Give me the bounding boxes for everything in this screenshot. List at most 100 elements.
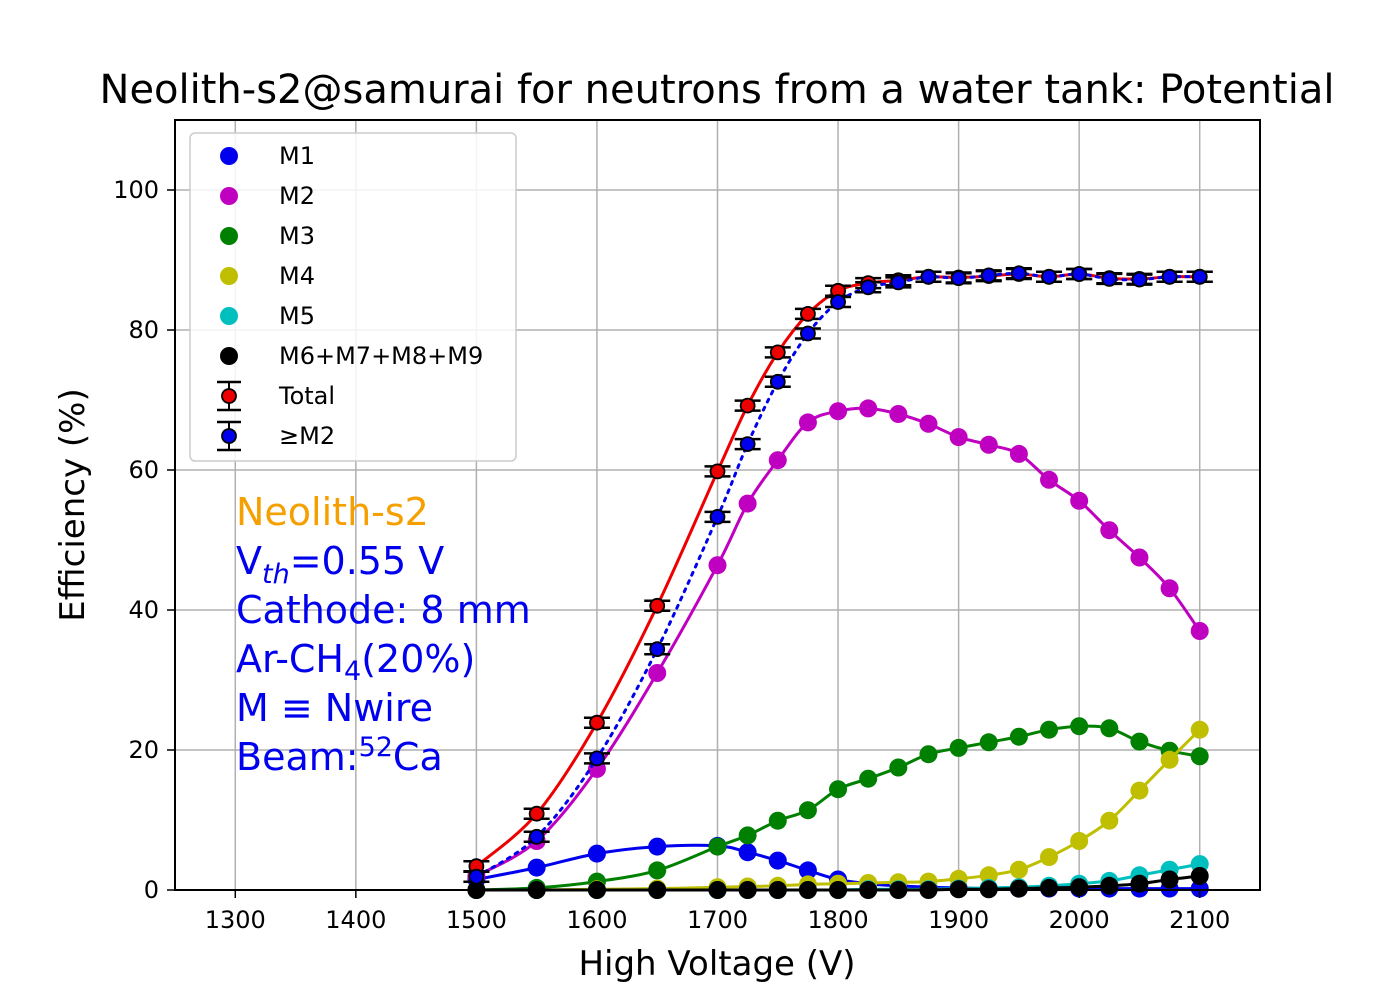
data-point [1100,811,1119,830]
data-point [798,801,817,820]
data-point [1190,720,1209,739]
legend-entry-total: Total [217,380,335,412]
data-point [860,279,877,296]
legend-label: M5 [279,302,315,330]
data-point [1130,732,1149,751]
data-point [1041,268,1057,285]
data-point [1101,270,1118,287]
data-point [829,402,848,421]
data-point [1160,579,1179,598]
series-m3 [467,717,1209,899]
data-point [859,769,878,788]
annotation-gas: Ar-CH4(20%) [236,637,475,687]
legend-marker [221,388,237,404]
x-tick-label: 1700 [687,906,748,934]
data-point [528,828,545,845]
data-point [1070,832,1089,850]
annotation-beam-mass-number: 52 [359,732,393,763]
data-point [949,738,968,757]
legend-marker [220,227,238,245]
data-point [889,405,908,423]
annotation-beam-label: Beam: [236,735,359,779]
data-point [709,509,726,525]
legend-marker [220,267,238,285]
data-point [768,811,787,830]
data-point [980,267,997,284]
data-point [1071,266,1088,282]
data-point [919,745,938,764]
data-point [468,868,485,885]
data-point [830,294,846,310]
y-axis-label: Efficiency (%) [53,388,93,621]
data-point [1040,848,1059,867]
data-point [527,858,546,877]
data-point [587,844,606,863]
legend-entry-m2: M2 [220,182,315,210]
legend-marker [220,347,238,365]
data-point [709,463,726,480]
series-m2 [463,265,1213,885]
data-point [739,397,756,414]
data-point [919,414,938,433]
annotation-threshold-subscript: th [262,559,290,590]
annotation-gas-subscript: 4 [344,656,361,687]
data-point [738,494,757,513]
data-point [589,750,605,767]
axis-ticks: 1300 1400 1500 1600 1700 1800 1900 2000 2100 0 20 4… [113,176,1230,934]
data-point [1100,876,1119,895]
data-point [798,413,817,432]
legend-marker [220,147,238,165]
data-point [950,270,967,287]
data-point [649,641,666,658]
chart-title: Neolith-s2@samurai for neutrons from a w… [100,67,1335,113]
data-point [1009,860,1028,879]
data-point [1160,750,1179,769]
annotation-gas-fraction: (20%) [361,637,475,681]
data-point [1009,444,1028,463]
data-point [1040,878,1059,897]
data-point [890,274,907,291]
data-point [1100,719,1119,738]
legend-entry-m4: M4 [220,262,315,290]
data-point [769,344,786,361]
data-point [648,664,667,682]
x-tick-label: 2000 [1049,906,1110,934]
data-point [1009,727,1028,746]
data-point [979,435,998,454]
legend-label: M6+M7+M8+M9 [279,342,483,370]
y-tick-label: 40 [128,596,159,624]
data-point [1130,781,1149,800]
y-tick-label: 80 [128,316,159,344]
data-point [649,597,666,614]
legend-entry-m6-m7-m8-m9: M6+M7+M8+M9 [220,342,483,370]
data-point [589,714,605,731]
data-point [800,325,816,342]
legend-marker [220,187,238,205]
data-point [1070,491,1089,510]
legend-entry-m3: M3 [220,222,315,250]
data-point [1010,265,1027,282]
data-point [708,556,727,575]
annotation-multiplicity-definition: M ≡ Nwire [236,686,433,730]
annotation-detector-name: Neolith-s2 [236,490,429,534]
data-point [1161,268,1178,285]
y-tick-label: 100 [113,176,159,204]
y-tick-label: 0 [144,876,159,904]
data-point [1190,867,1209,885]
data-point [1040,720,1059,739]
data-point [920,268,937,285]
data-point [739,436,756,453]
detector-annotation: Neolith-s2 Vth=0.55 V Cathode: 8 mm Ar-C… [236,490,531,779]
y-tick-label: 60 [128,456,159,484]
legend: M1 M2 M3 M4 M5 M6+M7+M8+M9 Total ≥M2 [189,132,517,462]
x-tick-label: 1600 [566,906,627,934]
data-point [1190,747,1209,766]
data-point [1191,268,1208,285]
data-point [1160,870,1179,889]
data-point [1131,271,1148,288]
data-point [800,305,816,322]
data-point [949,428,968,447]
legend-entry-m5: M5 [220,302,315,330]
x-tick-label: 2100 [1169,906,1230,934]
